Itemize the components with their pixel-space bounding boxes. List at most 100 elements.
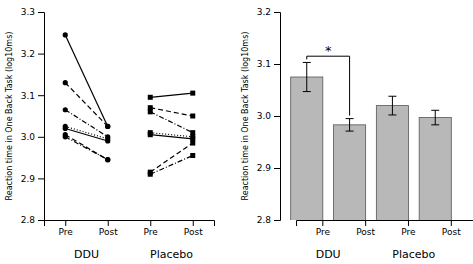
axis-line xyxy=(38,13,45,221)
tick-mark xyxy=(65,220,66,226)
error-bar xyxy=(303,62,311,91)
y-axis: 2.8 2.9 3.0 3.1 3.2 xyxy=(257,7,281,225)
y-tick: 2.9 xyxy=(257,163,280,173)
y-tick: 2.9 xyxy=(21,174,44,184)
line xyxy=(150,135,193,139)
error-line xyxy=(349,119,350,131)
y-axis-title: Reaction time in One Back Task (log10ms) xyxy=(241,32,250,201)
tick-label: Pre xyxy=(316,227,331,237)
tick-mark xyxy=(38,54,44,55)
marker xyxy=(105,138,110,143)
x-tick: Pre xyxy=(316,220,331,237)
tick-label: 3.2 xyxy=(257,7,271,17)
bracket-line xyxy=(349,56,350,115)
marker xyxy=(63,80,68,85)
line xyxy=(65,126,108,138)
error-cap xyxy=(303,91,311,92)
tick-label: Pre xyxy=(59,227,74,237)
tick-label: Post xyxy=(442,227,461,237)
tick-mark xyxy=(408,220,409,226)
y-tick: 3.0 xyxy=(257,111,280,121)
marker xyxy=(148,172,153,177)
marker xyxy=(190,91,195,96)
tick-mark xyxy=(451,220,452,226)
line xyxy=(150,112,193,133)
tick-mark xyxy=(38,95,44,96)
line xyxy=(65,83,108,127)
tick-label: 3.1 xyxy=(257,59,271,69)
panel: 2.82.93.03.13.23.3PrePostPrePostReaction… xyxy=(5,7,215,261)
tick-label: Pre xyxy=(401,227,416,237)
marker xyxy=(63,126,68,131)
y-tick: 3.1 xyxy=(257,59,280,69)
tick-label: Post xyxy=(99,227,118,237)
marker xyxy=(63,134,68,139)
marker xyxy=(105,157,110,162)
tick-label: Pre xyxy=(144,227,159,237)
chart: 2.8 2.9 3.0 3.1 3.2 3.3 Pre Post Pre Post Reaction… xyxy=(0,0,473,264)
y-axis-title: Reaction time in One Back Task (log10ms) xyxy=(5,32,14,201)
tick-mark xyxy=(38,12,44,13)
marker xyxy=(105,124,110,129)
y-tick: 3.2 xyxy=(21,49,44,59)
significance-bracket xyxy=(307,56,350,115)
y-tick: 3.1 xyxy=(21,91,44,101)
error-cap xyxy=(346,118,354,119)
y-tick: 2.8 xyxy=(257,215,280,225)
tick-mark xyxy=(274,168,280,169)
error-cap xyxy=(346,131,354,132)
error-bar xyxy=(388,96,396,115)
error-cap xyxy=(388,96,396,97)
line xyxy=(65,110,108,137)
marker xyxy=(63,107,68,112)
tick-label: 3.0 xyxy=(257,111,272,121)
tick-mark xyxy=(38,178,44,179)
tick-mark xyxy=(322,220,323,226)
tick-label: 3.3 xyxy=(21,7,35,17)
x-axis: Pre Post Pre Post xyxy=(45,220,215,237)
y-tick: 2.8 xyxy=(21,215,44,225)
tick-mark xyxy=(274,12,280,13)
axis-line xyxy=(45,221,215,227)
y-tick: 3.2 xyxy=(257,7,280,17)
plot-area xyxy=(63,32,196,176)
group-label: Placebo xyxy=(392,248,435,261)
annotation: * xyxy=(325,43,332,58)
marker xyxy=(148,95,153,100)
error-cap xyxy=(303,62,311,63)
x-tick: Pre xyxy=(401,220,416,237)
tick-mark xyxy=(150,220,151,226)
marker xyxy=(148,109,153,114)
tick-mark xyxy=(38,220,44,221)
marker xyxy=(105,157,110,162)
group-label: DDU xyxy=(74,248,99,261)
line xyxy=(65,137,108,160)
tick-mark xyxy=(38,137,44,138)
line xyxy=(65,35,108,127)
tick-mark xyxy=(274,64,280,65)
panel: *2.82.93.03.13.2PrePostPrePostReaction t… xyxy=(241,7,473,264)
error-cap xyxy=(388,114,396,115)
tick-mark xyxy=(193,220,194,226)
tick-label: 2.9 xyxy=(257,163,272,173)
tick-label: 2.8 xyxy=(257,215,272,225)
x-tick: Post xyxy=(442,220,461,237)
line xyxy=(150,156,193,175)
tick-mark xyxy=(108,220,109,226)
tick-label: 2.9 xyxy=(21,174,36,184)
y-tick: 3.3 xyxy=(21,7,44,17)
marker xyxy=(63,32,68,37)
x-tick: Post xyxy=(184,220,203,237)
group-label: Placebo xyxy=(150,248,193,261)
error-cap xyxy=(431,110,439,111)
marker xyxy=(190,114,195,119)
error-bar xyxy=(346,119,354,131)
bar xyxy=(291,77,323,220)
marker xyxy=(148,132,153,137)
marker xyxy=(190,153,195,158)
bar xyxy=(376,106,408,220)
axis-line xyxy=(274,13,281,221)
line xyxy=(150,143,193,172)
tick-label: 3.2 xyxy=(21,49,35,59)
x-axis: PrePostPrePost xyxy=(297,220,473,237)
